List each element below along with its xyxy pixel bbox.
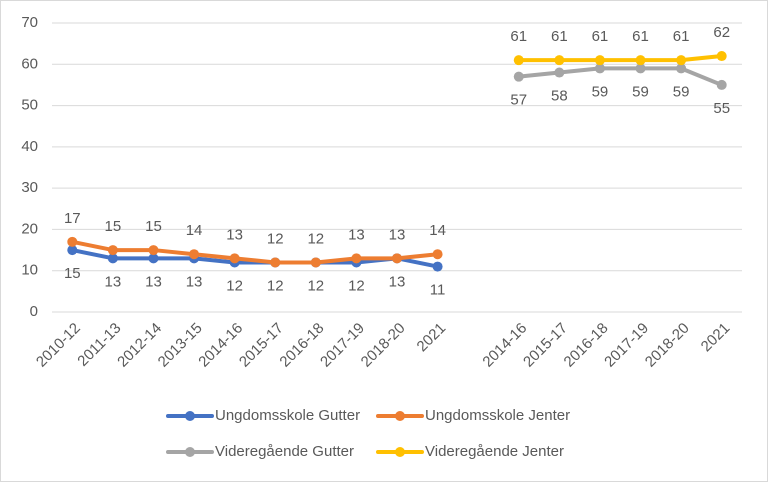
- legend-label: Videregående Jenter: [425, 443, 564, 460]
- data-label: 13: [389, 226, 406, 243]
- data-label: 55: [713, 100, 730, 117]
- data-label: 12: [226, 277, 243, 294]
- data-label: 13: [389, 273, 406, 290]
- legend-marker: [395, 411, 405, 421]
- legend-label: Videregående Gutter: [215, 443, 354, 460]
- data-label: 13: [348, 226, 365, 243]
- data-label: 15: [145, 218, 162, 235]
- data-label: 59: [632, 83, 649, 100]
- point: [554, 67, 565, 78]
- data-label: 13: [186, 273, 203, 290]
- y-tick-label: 50: [21, 97, 38, 114]
- point: [148, 245, 159, 256]
- series-line: [70, 248, 440, 269]
- data-label: 15: [105, 218, 122, 235]
- point: [67, 245, 78, 256]
- series-line: [70, 239, 440, 265]
- data-label: 17: [64, 210, 81, 227]
- point: [189, 249, 200, 260]
- point: [107, 245, 118, 256]
- data-label: 12: [267, 230, 284, 247]
- data-label: 13: [105, 273, 122, 290]
- point: [351, 253, 362, 264]
- data-label: 61: [551, 28, 568, 45]
- point: [432, 249, 443, 260]
- legend-marker: [185, 411, 195, 421]
- point: [554, 55, 565, 66]
- y-tick-label: 10: [21, 262, 38, 279]
- data-label: 61: [510, 28, 527, 45]
- point: [392, 253, 402, 264]
- point: [513, 71, 524, 82]
- data-label: 59: [592, 83, 609, 100]
- y-tick-label: 60: [21, 55, 38, 72]
- data-label: 14: [186, 222, 203, 239]
- y-tick-label: 30: [21, 179, 38, 196]
- point: [594, 63, 605, 74]
- data-label: 59: [673, 83, 690, 100]
- data-label: 12: [307, 277, 324, 294]
- point: [107, 253, 118, 264]
- point: [67, 236, 78, 247]
- point: [229, 253, 240, 264]
- point: [270, 257, 281, 268]
- series-line: [516, 54, 724, 63]
- data-label: 11: [430, 282, 446, 299]
- point: [635, 63, 646, 74]
- point: [635, 55, 646, 66]
- data-label: 15: [64, 265, 81, 282]
- legend-marker: [185, 447, 195, 457]
- series-line: [516, 66, 724, 87]
- data-label: 14: [429, 222, 446, 239]
- point: [432, 261, 443, 272]
- data-label: 62: [713, 24, 730, 41]
- y-tick-label: 40: [21, 138, 38, 155]
- data-label: 58: [551, 88, 568, 105]
- legend-marker: [395, 447, 405, 457]
- data-label: 13: [145, 273, 162, 290]
- data-label: 61: [632, 28, 649, 45]
- point: [310, 257, 321, 268]
- y-tick-label: 0: [30, 303, 38, 320]
- point: [716, 51, 727, 62]
- legend-label: Ungdomsskole Jenter: [425, 407, 570, 424]
- point: [676, 63, 687, 74]
- data-label: 57: [510, 92, 527, 109]
- legend-label: Ungdomsskole Gutter: [215, 407, 360, 424]
- data-label: 12: [348, 277, 365, 294]
- y-tick-label: 70: [21, 14, 38, 31]
- data-label: 12: [307, 230, 324, 247]
- data-label: 13: [226, 226, 243, 243]
- data-label: 61: [592, 28, 609, 45]
- point: [148, 253, 159, 264]
- point: [676, 55, 687, 66]
- data-label: 12: [267, 277, 284, 294]
- point: [513, 55, 524, 66]
- point: [716, 79, 727, 90]
- data-label: 61: [673, 28, 690, 45]
- y-tick-label: 20: [21, 220, 38, 237]
- point: [594, 55, 605, 66]
